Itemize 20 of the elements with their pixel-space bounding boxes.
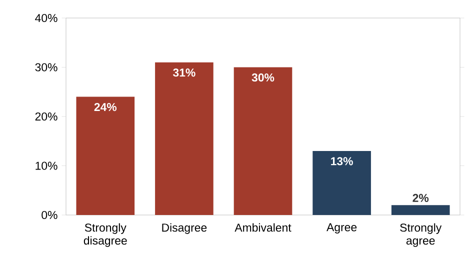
bar	[312, 150, 371, 215]
y-tick-label: 40%	[35, 14, 58, 22]
y-tick-label: 20%	[35, 112, 58, 121]
data-label: 24%	[94, 102, 117, 112]
y-tick-label: 30%	[35, 63, 58, 72]
bar	[391, 205, 450, 215]
y-tick-label: 10%	[36, 162, 58, 170]
y-tick-label: 0%	[42, 210, 58, 220]
bar	[76, 96, 135, 215]
data-label: 13%	[331, 157, 353, 166]
bar	[234, 67, 292, 215]
x-tick-label: Ambivalent	[234, 223, 292, 232]
data-label: 31%	[173, 68, 196, 77]
bar	[155, 62, 214, 215]
data-label: 30%	[252, 73, 274, 82]
data-label: 2%	[412, 194, 429, 202]
x-tick-label: Strongly agree	[400, 223, 442, 247]
x-tick-label: Agree	[326, 223, 357, 234]
x-tick-label: Disagree	[162, 223, 207, 234]
x-tick-label: Strongly disagree	[84, 223, 127, 247]
